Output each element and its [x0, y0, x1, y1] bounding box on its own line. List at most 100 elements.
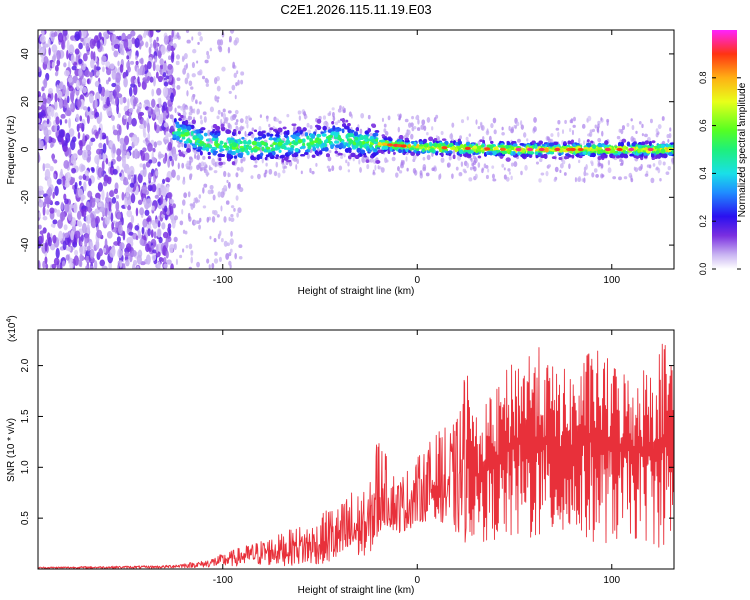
noise-cell: [127, 98, 130, 109]
ridge-halo-cell: [510, 126, 514, 132]
ridge-cell: [261, 141, 266, 146]
ridge-cell: [476, 145, 482, 150]
noise-cell: [239, 118, 244, 124]
noise-cell: [205, 79, 210, 84]
ridge-cell: [218, 161, 223, 166]
ridge-cell: [355, 127, 360, 132]
noise-cell: [68, 118, 71, 129]
noise-cell: [117, 60, 120, 67]
noise-cell: [223, 240, 228, 247]
ridge-halo-cell: [282, 169, 286, 174]
noise-cell: [158, 236, 163, 244]
noise-cell: [63, 224, 68, 231]
ridge-cell: [564, 155, 568, 160]
ridge-halo-cell: [342, 109, 346, 114]
ridge-cell: [356, 147, 362, 153]
noise-cell: [112, 129, 119, 136]
noise-cell: [101, 265, 108, 269]
noise-cell: [105, 61, 111, 68]
ridge-halo-cell: [181, 142, 184, 148]
ridge-cell: [334, 140, 340, 144]
ridge-halo-cell: [227, 122, 231, 129]
ridge-halo-cell: [244, 119, 249, 125]
ridge-cell: [418, 141, 424, 145]
ridge-cell: [196, 149, 202, 152]
ridge-cell: [216, 132, 221, 136]
noise-cell: [147, 122, 150, 134]
ridge-halo-cell: [452, 148, 456, 155]
ridge-halo-cell: [547, 164, 552, 168]
noise-cell: [137, 199, 143, 205]
ridge-cell: [512, 151, 516, 156]
noise-cell: [84, 37, 90, 44]
ridge-halo-cell: [264, 169, 268, 174]
ridge-cell: [316, 118, 322, 124]
noise-cell: [140, 57, 144, 65]
noise-cell: [220, 237, 224, 243]
noise-cell: [59, 262, 63, 269]
ridge-cell: [587, 151, 591, 156]
ridge-cell: [267, 149, 272, 153]
ridge-cell: [340, 118, 345, 121]
ridge-cell: [631, 142, 636, 147]
ridge-cell: [225, 129, 231, 134]
noise-cell: [79, 253, 83, 263]
ridge-peak-cell: [484, 147, 491, 151]
ridge-cell: [203, 132, 208, 137]
noise-cell: [156, 36, 159, 42]
ridge-cell: [237, 138, 241, 143]
ridge-halo-cell: [328, 150, 332, 154]
noise-cell: [151, 156, 157, 164]
noise-cell: [96, 148, 102, 155]
ridge-cell: [435, 140, 439, 144]
ridge-cell: [184, 142, 187, 148]
ridge-halo-cell: [358, 159, 361, 165]
noise-cell: [67, 246, 72, 252]
noise-cell: [122, 71, 127, 80]
noise-cell: [54, 65, 59, 72]
noise-cell: [80, 234, 84, 242]
ridge-halo-cell: [479, 121, 483, 126]
snr-y-tick-label-2: 1.5: [20, 409, 31, 423]
ridge-halo-cell: [411, 115, 415, 120]
ridge-cell: [369, 147, 373, 151]
noise-cell: [145, 41, 149, 48]
ridge-cell: [644, 154, 648, 159]
noise-cell: [68, 85, 74, 92]
ridge-halo-cell: [268, 168, 273, 175]
snr-x-ticks: -100 0 100: [213, 330, 621, 586]
ridge-cell: [304, 151, 309, 155]
noise-cell: [211, 262, 215, 269]
noise-cell: [38, 106, 42, 111]
noise-cell: [175, 54, 181, 60]
snr-frame: [37, 329, 675, 570]
ridge-cell: [410, 151, 416, 156]
noise-cell: [143, 99, 150, 105]
noise-cell: [124, 251, 130, 257]
ridge-halo-cell: [595, 174, 599, 178]
noise-cell: [125, 186, 130, 198]
ridge-cell: [563, 141, 567, 145]
noise-cell: [121, 216, 124, 226]
noise-cell: [189, 173, 193, 178]
ridge-halo-cell: [417, 118, 420, 125]
ridge-halo-cell: [661, 116, 665, 121]
ridge-cell: [275, 154, 279, 158]
noise-cell: [182, 179, 186, 185]
ridge-halo-cell: [306, 153, 310, 160]
ridge-cell: [192, 135, 198, 141]
ridge-peak-cell: [515, 147, 522, 152]
noise-cell: [182, 111, 187, 117]
noise-cell: [53, 159, 58, 164]
noise-cell: [73, 202, 78, 214]
ridge-halo-cell: [600, 163, 604, 169]
ridge-cell: [296, 126, 302, 131]
ridge-halo-cell: [384, 157, 388, 164]
noise-cell: [163, 62, 168, 73]
ridge-cell: [214, 140, 219, 144]
noise-cell: [136, 254, 142, 265]
noise-cell: [41, 234, 44, 244]
noise-cell: [184, 77, 189, 85]
noise-cell: [223, 216, 227, 223]
ridge-cell: [376, 146, 381, 150]
